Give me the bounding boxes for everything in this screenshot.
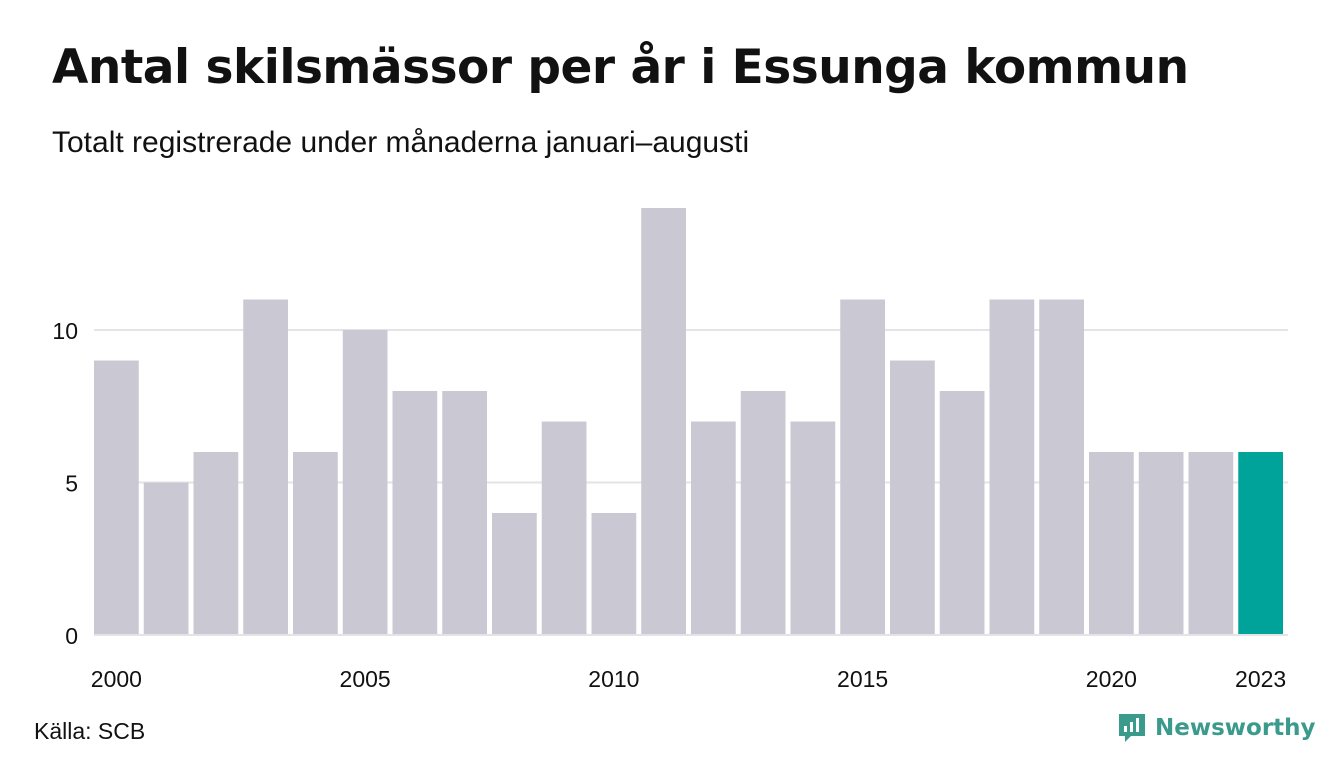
- y-tick-label: 10: [52, 318, 78, 344]
- bar-2000: [94, 360, 139, 635]
- x-tick-label: 2000: [91, 666, 142, 692]
- bar-2005: [342, 330, 388, 635]
- bar-2009: [541, 421, 587, 635]
- bar-2017: [939, 391, 985, 635]
- bar-2007: [442, 391, 487, 635]
- bar-2006: [392, 391, 438, 635]
- newsworthy-logo-icon: [1119, 714, 1145, 742]
- x-tick-label: 2010: [588, 666, 639, 692]
- brand-name: Newsworthy: [1155, 715, 1316, 741]
- x-tick-label: 2015: [837, 666, 888, 692]
- bar-2021: [1138, 452, 1184, 635]
- bar-2003: [243, 299, 288, 635]
- bar-2001: [143, 482, 189, 635]
- brand[interactable]: Newsworthy: [1117, 712, 1316, 744]
- chart-subtitle: Totalt registrerade under månaderna janu…: [52, 126, 750, 159]
- bar-2018: [989, 299, 1035, 635]
- x-tick-label: 2020: [1086, 666, 1137, 692]
- bar-2015: [840, 299, 885, 635]
- bar-2004: [293, 452, 338, 635]
- bar-2002: [193, 452, 239, 635]
- bar-2008: [492, 513, 537, 635]
- bar-2019: [1039, 299, 1084, 635]
- chart-title: Antal skilsmässor per år i Essunga kommu…: [52, 40, 1189, 95]
- x-tick-label: 2005: [340, 666, 391, 692]
- y-tick-label: 5: [65, 471, 78, 497]
- bar-2014: [790, 421, 836, 635]
- y-tick-label: 0: [65, 623, 78, 649]
- bar-2012: [691, 421, 736, 635]
- bar-chart: 0 5 10 2000 2005 2010 2015 2020 2023: [52, 208, 1288, 692]
- bar-2022: [1188, 452, 1234, 635]
- x-tick-label: 2023: [1235, 666, 1286, 692]
- bar-2023: [1238, 452, 1283, 635]
- source-label: Källa: SCB: [34, 718, 146, 744]
- bar-2013: [740, 391, 786, 635]
- bar-2011: [641, 208, 686, 635]
- bar-2020: [1089, 452, 1134, 635]
- bar-2010: [591, 513, 637, 635]
- bar-2016: [890, 360, 935, 635]
